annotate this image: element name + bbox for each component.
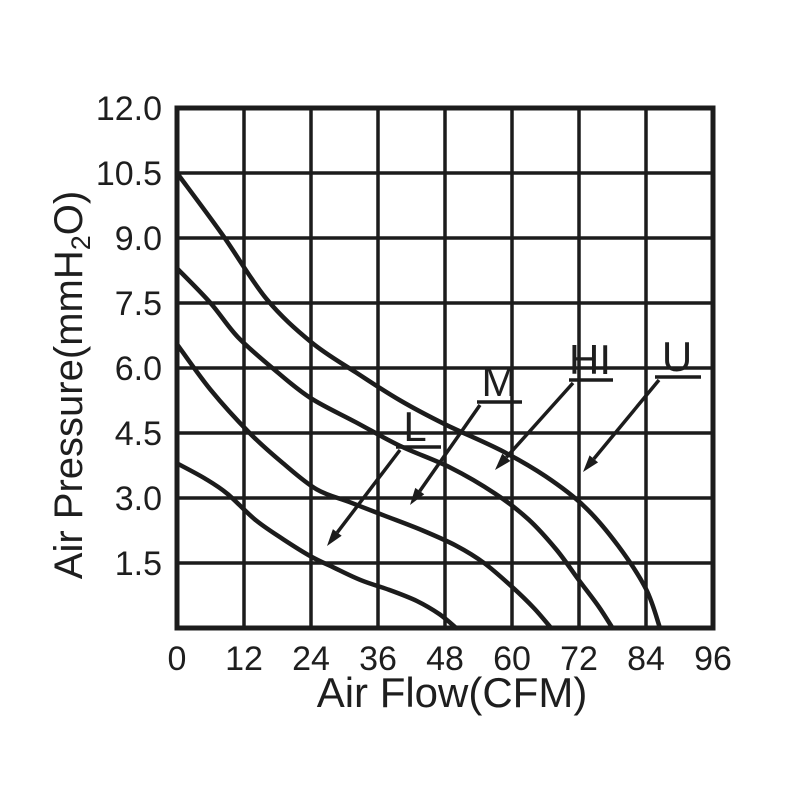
y-tick-label-12.0: 12.0	[96, 90, 162, 128]
y-tick-label-6.0: 6.0	[115, 350, 162, 388]
y-axis-title-subscript: 2	[66, 235, 96, 250]
curve-HI	[174, 266, 615, 631]
annotation-layer: L M HI U	[327, 333, 701, 546]
leader-line-U	[592, 378, 661, 461]
x-tick-label-48: 48	[426, 640, 464, 678]
x-tick-label-24: 24	[292, 640, 330, 678]
curve-layer	[174, 170, 663, 631]
y-tick-label-1.5: 1.5	[115, 545, 162, 583]
leader-line-L	[335, 448, 402, 534]
tick-layer: 0 12 24 36 48 60 72 84 96 1.5 3.0 4.5 6.0 7.5 9.0 10.5 1…	[96, 90, 732, 678]
x-tick-label-60: 60	[493, 640, 531, 678]
arrowhead-icon-L	[327, 529, 342, 546]
x-tick-label-36: 36	[359, 640, 397, 678]
y-axis-title-end: O)	[47, 191, 91, 235]
curve-M	[174, 341, 554, 631]
arrowhead-icon-M	[410, 487, 425, 505]
x-tick-label-96: 96	[694, 640, 732, 678]
y-tick-label-3.0: 3.0	[115, 480, 162, 518]
leader-line-HI	[505, 381, 575, 459]
y-tick-label-10.5: 10.5	[96, 155, 162, 193]
arrowhead-icon-U	[583, 455, 599, 472]
curve-U	[174, 170, 663, 631]
curve-label-M: M	[482, 358, 517, 405]
x-tick-label-72: 72	[560, 640, 598, 678]
y-axis-title-main: Air Pressure(mmH	[47, 250, 91, 579]
y-tick-label-4.5: 4.5	[115, 415, 162, 453]
grid-layer	[174, 105, 716, 631]
arrowhead-icon-HI	[495, 453, 511, 470]
y-tick-label-9.0: 9.0	[115, 220, 162, 258]
curve-label-L: L	[403, 403, 426, 450]
x-tick-label-12: 12	[225, 640, 263, 678]
y-tick-label-7.5: 7.5	[115, 285, 162, 323]
curve-label-HI: HI	[569, 336, 611, 383]
x-tick-label-84: 84	[627, 640, 665, 678]
plot-border	[174, 105, 716, 631]
curve-L	[174, 461, 459, 631]
x-axis-title: Air Flow(CFM)	[317, 669, 588, 716]
x-tick-label-0: 0	[168, 640, 187, 678]
leader-line-M	[418, 403, 482, 493]
y-axis-title: Air Pressure(mmH2O)	[47, 191, 96, 579]
curve-label-U: U	[662, 333, 692, 380]
